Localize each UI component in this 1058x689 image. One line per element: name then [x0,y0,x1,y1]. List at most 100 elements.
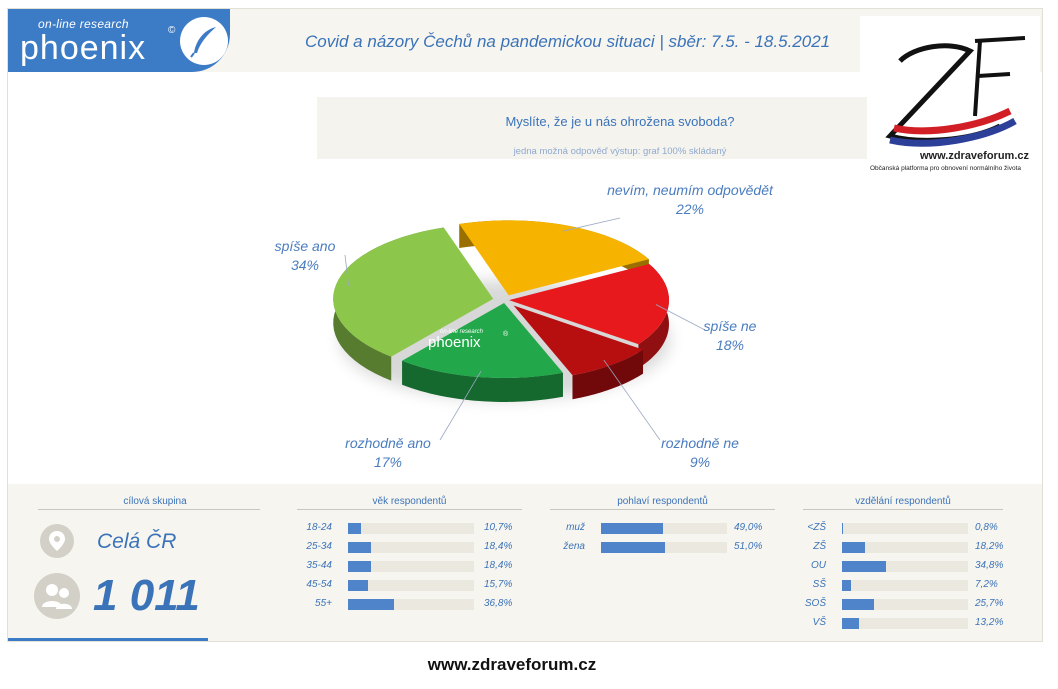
zdraveforum-subtitle: Občanská platforma pro obnovení normální… [870,165,1022,172]
watermark-name: phoenix [428,334,481,351]
leader-line [603,359,661,441]
zdraveforum-url: www.zdraveforum.cz [920,150,1030,162]
row-label: 55+ [315,598,332,609]
education-title: vzdělání respondentů [855,496,951,507]
row-label: OU [811,560,826,571]
slice-label-rozhodne-ne: rozhodně ne 9% [650,434,750,472]
leader-line [344,254,350,286]
target-rule [38,509,260,510]
row-bar [842,618,859,629]
row-label: SOŠ [804,598,826,609]
row-value: 13,2% [975,617,1004,628]
target-name: Celá ČR [97,530,177,553]
row-value: 18,2% [975,541,1004,552]
survey-title: Covid a názory Čechů na pandemickou situ… [305,32,831,51]
row-value: 18,4% [484,560,513,571]
row-track [348,523,474,534]
pie-slice [513,305,644,376]
leader-line [562,217,621,232]
pie-slice-side [572,349,644,400]
row-value: 25,7% [975,598,1004,609]
row-value: 15,7% [484,579,513,590]
leader-line [655,304,706,331]
row-bar [601,523,663,534]
row-track [842,580,968,591]
slice-label-text: spíše ano [274,238,336,254]
people-icon [34,573,80,619]
watermark-mark: ® [503,330,509,338]
row-label: SŠ [812,579,826,590]
pie-slice [508,263,669,345]
slice-label-text: rozhodně ne [661,435,739,451]
row-value: 34,8% [975,560,1004,571]
row-track [842,618,968,629]
phoenix-logo: on-line research phoenix © [8,9,230,72]
question-text: Myslíte, že je u nás ohrožena svoboda? [505,114,735,129]
pie-slice [333,227,494,357]
row-value: 7,2% [975,579,998,590]
slice-label-nevim: nevím, neumím odpovědět 22% [600,181,780,219]
row-track [348,561,474,572]
slice-label-spise-ne: spíše ne 18% [690,317,770,355]
row-label: VŠ [812,617,826,628]
education-rule [803,509,1003,510]
pie-top [333,220,669,378]
row-value: 36,8% [484,598,513,609]
respondent-count: 1 011 [93,571,200,620]
age-rule [297,509,522,510]
row-bar [842,542,865,553]
row-value: 18,4% [484,541,513,552]
row-value: 10,7% [484,522,513,533]
row-label: ZŠ [813,541,826,552]
leader-lines [344,217,706,441]
row-bar [842,523,843,534]
slice-value-text: 17% [373,454,403,470]
row-track [348,542,474,553]
row-track [842,599,968,610]
slice-value-text: 34% [290,257,320,273]
question-note: jedna možná odpověď výstup: graf 100% sk… [513,146,727,157]
gender-rule [550,509,775,510]
row-track [842,561,968,572]
row-bar [348,523,362,534]
pie-slice [459,220,649,296]
row-track [348,580,474,591]
row-label: žena [563,541,585,552]
logo-copyright: © [168,25,176,36]
footer-url: www.zdraveforum.cz [427,655,597,674]
watermark-tagline: on-line research [440,329,484,335]
row-value: 51,0% [734,541,763,552]
row-label: 35-44 [306,560,332,571]
chart-watermark: on-line research phoenix ® [428,329,509,351]
slice-label-rozhodne-ano: rozhodně ano 17% [333,434,443,472]
row-bar [601,542,666,553]
slice-value-text: 18% [715,337,745,353]
row-value: 49,0% [734,522,763,533]
row-bar [842,599,875,610]
row-label: <ZŠ [807,522,826,533]
row-label: muž [566,522,585,533]
leader-line [439,370,482,441]
slice-label-text: rozhodně ano [345,435,431,451]
slice-value-text: 9% [689,454,711,470]
age-title: věk respondentů [372,496,447,507]
row-bar [348,599,395,610]
target-title: cílová skupina [123,496,187,507]
slice-label-text: nevím, neumím odpovědět [607,182,773,198]
row-track [348,599,474,610]
row-bar [348,542,372,553]
slice-value-text: 22% [675,201,705,217]
zdraveforum-logo [860,16,1040,186]
row-label: 18-24 [306,522,332,533]
question-box [317,97,867,159]
panel-accent-line [8,638,208,641]
row-value: 0,8% [975,522,998,533]
row-bar [842,561,886,572]
row-track [601,523,727,534]
row-label: 45-54 [306,579,332,590]
row-bar [348,561,372,572]
slice-label-spise-ano: spíše ano 34% [265,237,345,275]
row-label: 25-34 [306,541,332,552]
gender-title: pohlaví respondentů [617,496,708,507]
